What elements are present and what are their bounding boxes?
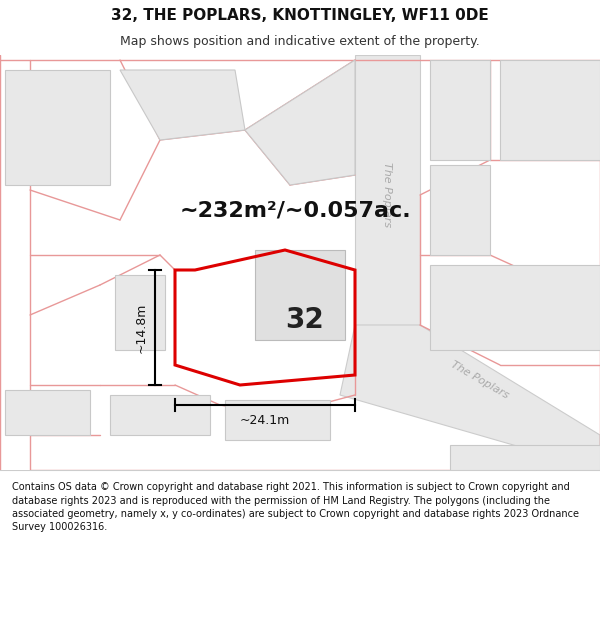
Polygon shape [245,60,355,185]
Polygon shape [500,60,600,160]
Polygon shape [115,275,165,350]
Polygon shape [110,395,210,435]
Polygon shape [5,390,90,435]
Text: ~14.8m: ~14.8m [134,302,148,352]
Polygon shape [5,70,110,185]
Text: The Poplars: The Poplars [449,359,511,401]
Text: ~232m²/~0.057ac.: ~232m²/~0.057ac. [179,200,411,220]
Text: ~24.1m: ~24.1m [240,414,290,428]
Text: Contains OS data © Crown copyright and database right 2021. This information is : Contains OS data © Crown copyright and d… [12,482,579,532]
Text: Map shows position and indicative extent of the property.: Map shows position and indicative extent… [120,35,480,48]
Polygon shape [450,445,600,470]
Polygon shape [225,400,330,440]
Polygon shape [430,60,490,160]
Text: 32, THE POPLARS, KNOTTINGLEY, WF11 0DE: 32, THE POPLARS, KNOTTINGLEY, WF11 0DE [111,8,489,23]
Text: The Poplars: The Poplars [382,162,392,228]
Polygon shape [355,55,420,325]
Polygon shape [340,325,600,470]
Text: 32: 32 [286,306,325,334]
Polygon shape [430,165,490,255]
Polygon shape [430,265,600,350]
Polygon shape [255,250,345,340]
Polygon shape [120,70,245,140]
